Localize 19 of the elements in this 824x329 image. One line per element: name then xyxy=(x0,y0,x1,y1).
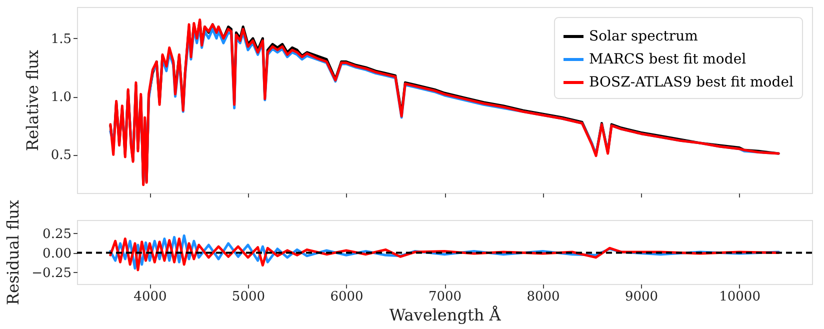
legend-label: MARCS best fit model xyxy=(589,52,747,68)
legend-label: BOSZ-ATLAS9 best fit model xyxy=(589,74,794,90)
x-tick-label: 8000 xyxy=(526,290,560,304)
y-tick-label: −0.25 xyxy=(32,266,72,281)
x-tick-label: 9000 xyxy=(624,290,658,304)
x-tick-label: 6000 xyxy=(330,290,364,304)
y-tick-label: 1.5 xyxy=(50,32,72,47)
y-tick-label: 0.00 xyxy=(42,246,72,262)
x-tick-label: 5000 xyxy=(232,290,266,304)
x-tick-label: 10000 xyxy=(719,290,760,304)
x-tick-label: 7000 xyxy=(428,290,462,304)
y-axis-title: Residual flux xyxy=(4,200,23,306)
y-tick-label: 1.0 xyxy=(50,90,72,106)
x-tick-label: 4000 xyxy=(134,290,167,304)
y-tick-label: 0.5 xyxy=(50,148,72,164)
legend-label: Solar spectrum xyxy=(589,28,698,44)
y-tick-label: 0.25 xyxy=(42,226,72,242)
x-axis-title: Wavelength Å xyxy=(389,306,502,324)
y-axis-title: Relative flux xyxy=(22,50,42,152)
